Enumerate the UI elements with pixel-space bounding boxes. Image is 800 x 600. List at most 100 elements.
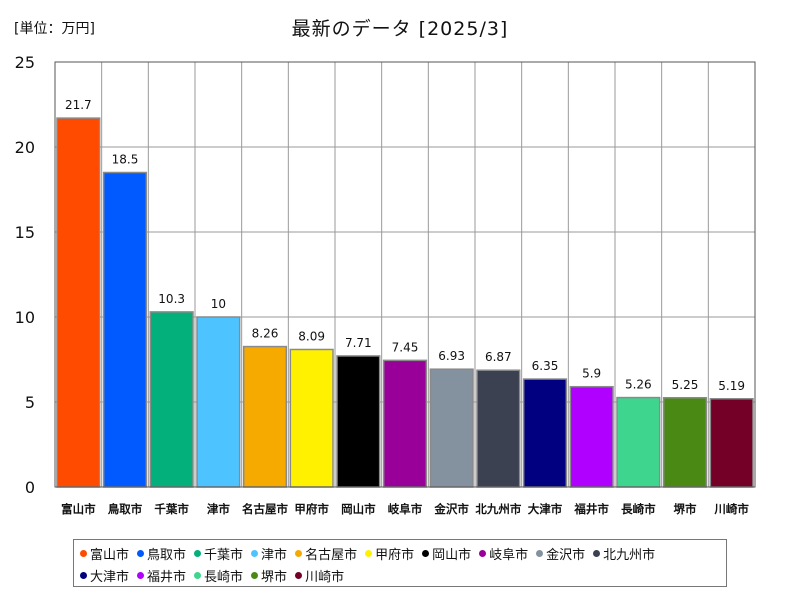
x-tick-label: 富山市 <box>61 502 96 516</box>
legend-label: 甲府市 <box>375 548 415 563</box>
data-label: 6.93 <box>438 349 465 363</box>
data-label: 5.26 <box>625 378 652 392</box>
x-tick-label: 岡山市 <box>341 502 376 516</box>
legend-marker <box>295 572 303 579</box>
legend-item: 名古屋市 <box>295 543 357 564</box>
legend-label: 金沢市 <box>546 548 586 563</box>
bar <box>336 355 381 488</box>
bar <box>149 311 194 488</box>
bar <box>56 117 101 488</box>
legend-marker <box>251 572 259 579</box>
legend-item: 甲府市 <box>365 543 414 564</box>
data-label: 5.19 <box>718 379 745 393</box>
legend-marker <box>479 550 487 557</box>
legend-label: 鳥取市 <box>147 548 187 563</box>
legend-label: 富山市 <box>90 548 130 563</box>
legend-item: 北九州市 <box>593 543 655 564</box>
data-label: 10 <box>211 297 226 311</box>
legend-marker <box>194 572 202 579</box>
data-label: 8.26 <box>252 327 279 341</box>
x-tick-label: 名古屋市 <box>242 502 288 516</box>
bar <box>476 369 521 488</box>
x-tick-label: 川崎市 <box>713 502 749 516</box>
legend-item: 堺市 <box>251 565 287 586</box>
y-tick-label: 15 <box>15 223 35 242</box>
data-label: 5.9 <box>582 367 601 381</box>
legend-label: 大津市 <box>90 570 130 585</box>
legend-item: 金沢市 <box>536 543 585 564</box>
legend-marker <box>137 550 145 557</box>
legend-marker <box>593 550 601 557</box>
bar <box>522 378 568 488</box>
legend-label: 福井市 <box>147 570 187 585</box>
data-label: 7.71 <box>345 336 372 350</box>
x-tick-label: 北九州市 <box>475 502 521 516</box>
x-tick-label: 千葉市 <box>154 502 189 516</box>
bar <box>569 385 614 488</box>
legend: 富山市 鳥取市 千葉市 津市 名古屋市 甲府市 岡山市 岐阜市 金沢市 北九州市大津市 福井市 長崎市… <box>73 539 727 587</box>
legend-item: 大津市 <box>80 565 129 586</box>
bar <box>709 398 754 488</box>
legend-label: 千葉市 <box>204 548 244 563</box>
legend-label: 堺市 <box>261 570 288 585</box>
x-tick-label: 大津市 <box>528 502 563 516</box>
legend-item: 千葉市 <box>194 543 243 564</box>
bar <box>382 359 428 488</box>
legend-label: 岡山市 <box>432 548 472 563</box>
legend-item: 鳥取市 <box>137 543 186 564</box>
legend-marker <box>251 550 259 557</box>
x-tick-label: 福井市 <box>573 502 609 516</box>
x-tick-label: 長崎市 <box>621 502 656 516</box>
unit-label: [単位：万円] <box>14 21 95 37</box>
legend-marker <box>194 550 202 557</box>
legend-marker <box>536 550 544 557</box>
legend-marker <box>80 572 87 579</box>
legend-label: 長崎市 <box>204 570 244 585</box>
x-tick-label: 岐阜市 <box>388 502 423 516</box>
bar <box>662 397 708 488</box>
bar <box>102 171 148 488</box>
y-tick-label: 5 <box>25 393 35 412</box>
data-label: 7.45 <box>392 340 419 354</box>
data-label: 18.5 <box>112 153 139 167</box>
y-tick-label: 25 <box>15 53 35 72</box>
legend-marker <box>295 550 303 557</box>
data-label: 10.3 <box>158 292 185 306</box>
data-label: 8.09 <box>298 329 325 343</box>
bar <box>196 316 241 488</box>
legend-label: 北九州市 <box>603 548 656 563</box>
chart-title: 最新のデータ [2025/3] <box>291 18 509 40</box>
y-tick-label: 0 <box>25 478 35 497</box>
legend-label: 川崎市 <box>305 570 345 585</box>
x-tick-label: 金沢市 <box>433 502 469 516</box>
bar <box>429 368 474 488</box>
legend-item: 川崎市 <box>295 565 344 586</box>
legend-marker <box>80 550 87 557</box>
y-tick-label: 10 <box>15 308 35 327</box>
x-tick-label: 甲府市 <box>294 502 329 516</box>
legend-item: 岡山市 <box>422 543 471 564</box>
legend-item: 富山市 <box>80 543 129 564</box>
x-tick-label: 津市 <box>207 502 230 516</box>
bar <box>242 345 288 488</box>
legend-marker <box>365 550 373 557</box>
legend-marker <box>422 550 430 557</box>
x-tick-label: 鳥取市 <box>108 502 143 516</box>
data-label: 6.35 <box>532 359 559 373</box>
bar <box>289 348 334 488</box>
bar <box>616 396 661 488</box>
legend-label: 名古屋市 <box>305 548 358 563</box>
data-label: 5.25 <box>672 378 699 392</box>
legend-item: 岐阜市 <box>479 543 528 564</box>
legend-item: 長崎市 <box>194 565 243 586</box>
data-label: 21.7 <box>65 98 92 112</box>
x-tick-label: 堺市 <box>674 502 697 516</box>
plot-frame <box>54 61 756 488</box>
legend-item: 福井市 <box>137 565 186 586</box>
data-label: 6.87 <box>485 350 512 364</box>
legend-label: 津市 <box>261 548 288 563</box>
legend-marker <box>137 572 145 579</box>
legend-item: 津市 <box>251 543 287 564</box>
